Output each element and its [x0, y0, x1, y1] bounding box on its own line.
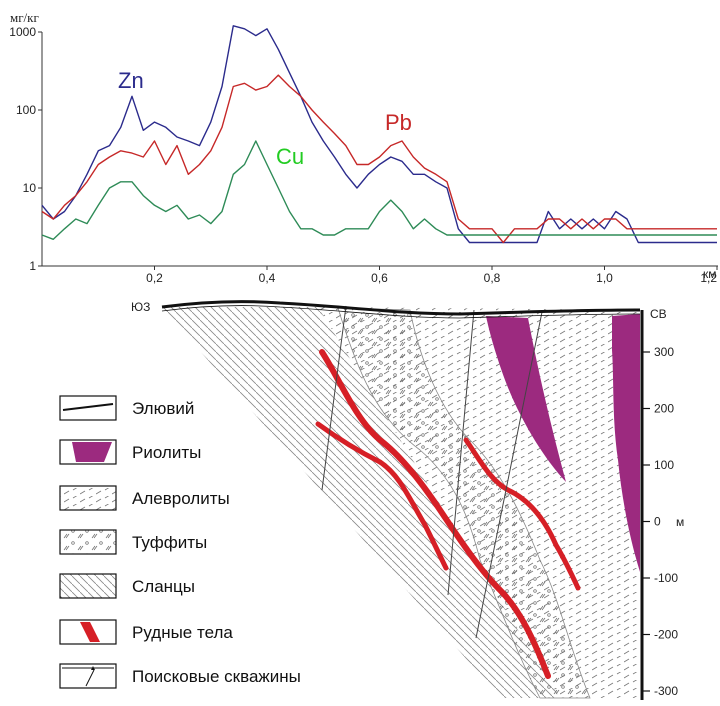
- borehole: [447, 309, 475, 596]
- y-ticks: 1 10 100 1000: [9, 25, 42, 273]
- x-tick-label: 0,6: [371, 271, 388, 285]
- series-lines: [41, 25, 717, 244]
- left-orientation-label: ЮЗ: [131, 300, 150, 314]
- eluvium-strip: [161, 305, 641, 319]
- depth-tick-label: 300: [654, 345, 674, 359]
- legend: Элювий Риолиты Алевролиты Туффиты Сланцы…: [59, 395, 301, 689]
- legend-label: Поисковые скважины: [132, 667, 301, 686]
- x-unit-label: км: [703, 267, 717, 281]
- legend-item-borehole: Поисковые скважины: [59, 663, 301, 689]
- legend-item-tuffite: Туффиты: [59, 529, 207, 555]
- legend-item-rhyolite: Риолиты: [59, 439, 201, 465]
- ore-body-swatch-fill: [80, 622, 100, 642]
- y-tick-label: 1: [29, 259, 36, 273]
- rhyolite-body: [612, 314, 640, 572]
- ore-body: [319, 349, 551, 679]
- series-line-cu: [41, 140, 717, 241]
- geological-section: 300 200 100 0 -100 -200 -300 ЮЗ СВ м: [131, 300, 684, 700]
- legend-item-shale: Сланцы: [59, 573, 195, 599]
- series-label-pb: Pb: [385, 110, 412, 135]
- siltstone-swatch-icon: [59, 485, 117, 511]
- tuffite-body: [337, 307, 591, 699]
- depth-unit-label: м: [676, 515, 684, 529]
- legend-item-siltstone: Алевролиты: [59, 485, 230, 511]
- y-tick-label: 100: [16, 103, 36, 117]
- ore-body: [315, 421, 449, 571]
- legend-label: Алевролиты: [132, 489, 230, 508]
- borehole: [321, 305, 347, 491]
- legend-label: Рудные тела: [132, 623, 233, 642]
- tuffite-swatch-icon: [59, 529, 117, 555]
- shale-body: [162, 307, 560, 698]
- x-tick-label: 0,8: [484, 271, 501, 285]
- borehole-swatch-line: [85, 669, 95, 687]
- x-tick-label: 1,0: [596, 271, 613, 285]
- depth-tick-label: 0: [654, 515, 661, 529]
- legend-label: Элювий: [132, 399, 194, 418]
- rhyolite-swatch-fill: [72, 442, 112, 462]
- eluvium-swatch-line: [62, 403, 114, 411]
- depth-tick-label: -200: [654, 628, 678, 642]
- depth-tick-label: 100: [654, 458, 674, 472]
- x-tick-label: 0,4: [259, 271, 276, 285]
- eluvium-strip: [161, 300, 641, 316]
- legend-label: Туффиты: [132, 533, 207, 552]
- depth-tick-label: 200: [654, 402, 674, 416]
- y-unit-label: мг/кг: [10, 10, 39, 25]
- right-orientation-label: СВ: [650, 307, 667, 321]
- depth-tick-label: -100: [654, 571, 678, 585]
- x-tick-label: 1,2: [700, 271, 717, 285]
- legend-item-ore: Рудные тела: [59, 619, 233, 645]
- x-tick-label: 0,2: [146, 271, 163, 285]
- series-label-zn: Zn: [118, 68, 144, 93]
- legend-label: Риолиты: [132, 443, 201, 462]
- legend-item-eluvium: Элювий: [59, 395, 194, 421]
- shale-swatch-icon: [59, 573, 117, 599]
- series-label-cu: Cu: [276, 144, 304, 169]
- y-tick-label: 1000: [9, 25, 36, 39]
- legend-label: Сланцы: [132, 577, 195, 596]
- x-ticks: 0,2 0,4 0,6 0,8 1,0 1,2: [146, 266, 718, 285]
- y-tick-label: 10: [23, 181, 37, 195]
- depth-ticks: 300 200 100 0 -100 -200 -300: [642, 345, 678, 698]
- borehole: [475, 311, 543, 639]
- geochem-chart: мг/кг 1 10 100 1000 0,2 0,4 0,6 0,8 1,0 1,2 км Z…: [9, 10, 718, 285]
- borehole-swatch-arrow-icon: [91, 666, 95, 670]
- rhyolite-body: [486, 316, 566, 482]
- depth-tick-label: -300: [654, 684, 678, 698]
- series-line-pb: [41, 74, 717, 244]
- ore-body: [463, 437, 581, 591]
- series-line-zn: [41, 25, 717, 244]
